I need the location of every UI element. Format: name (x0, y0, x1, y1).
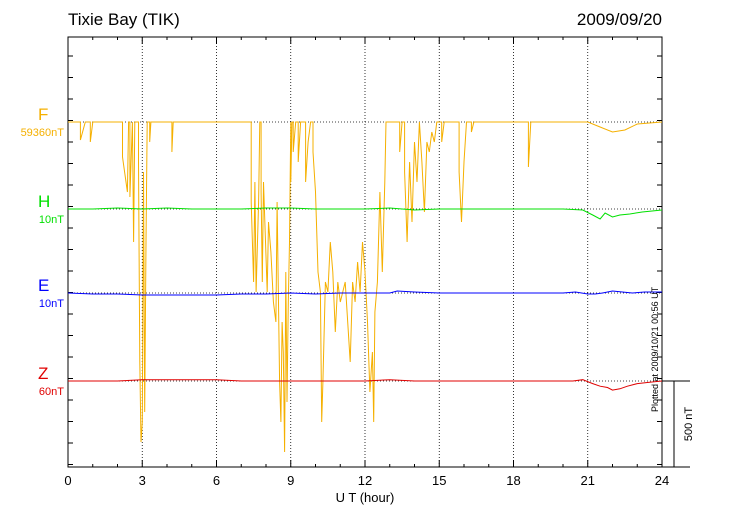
series-line-e (67, 290, 662, 296)
x-tick-label: 12 (358, 473, 372, 488)
x-tick-label: 18 (506, 473, 520, 488)
x-tick-label: 15 (432, 473, 446, 488)
x-tick-label: 0 (64, 473, 71, 488)
channel-label-z: Z (38, 364, 49, 383)
x-tick-label: 24 (655, 473, 669, 488)
channel-label-f: F (38, 105, 49, 124)
x-axis-label: U T (hour) (336, 490, 395, 505)
x-tick-label: 3 (139, 473, 146, 488)
series-line-z (68, 379, 663, 391)
channel-scale-f: 59360nT (20, 127, 64, 139)
x-tick-label: 21 (581, 473, 595, 488)
channel-label-e: E (38, 276, 50, 295)
scale-bar-label: 500 nT (683, 407, 695, 442)
date-title: 2009/09/20 (576, 10, 662, 29)
channel-scale-e: 10nT (38, 298, 64, 310)
plotted-at-footer: Plotted at 2009/10/21 00:56 UT (650, 286, 660, 412)
plot-frame (67, 36, 663, 468)
channel-scale-z: 60nT (38, 386, 64, 398)
series-line-f (68, 121, 663, 453)
series-line-h (68, 207, 663, 220)
x-tick-label: 9 (287, 473, 294, 488)
station-title: Tixie Bay (TIK) (68, 10, 180, 29)
x-tick-label: 6 (213, 473, 220, 488)
channel-label-h: H (38, 192, 51, 211)
channel-scale-h: 10nT (38, 214, 64, 226)
